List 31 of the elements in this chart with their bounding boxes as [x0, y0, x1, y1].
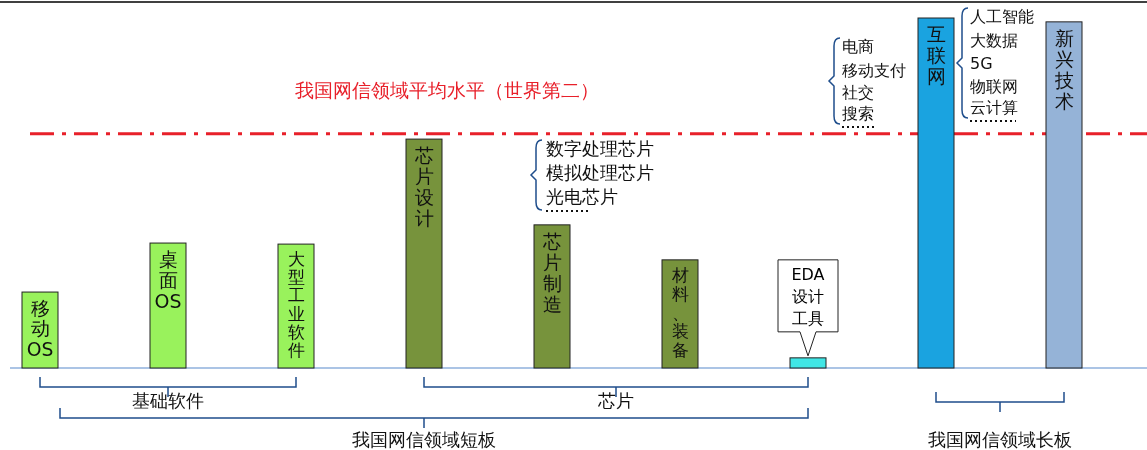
annotation: 云计算 [970, 98, 1018, 117]
x-tick-label: 芯片制造 [541, 229, 562, 315]
annotation: 移动支付 [842, 61, 906, 80]
ref-line-label: 我国网信领域平均水平（世界第二） [295, 78, 599, 101]
text: 我国网信领域长板 [928, 429, 1072, 450]
text: 基础软件 [132, 390, 204, 411]
bar [917, 17, 955, 369]
text: 我国网信领域短板 [352, 429, 496, 450]
x-tick-label: 材料、装备 [670, 264, 689, 361]
annotation: 光电芯片 [546, 186, 618, 207]
annotation: 5G [970, 54, 993, 73]
annotation: 电商 [842, 37, 874, 56]
annotation: 社交 [842, 83, 874, 102]
x-tick-label: 互联网 [926, 23, 946, 87]
annotation: 模拟处理芯片 [546, 162, 654, 183]
bar [533, 224, 571, 369]
annotation: 数字处理芯片 [546, 138, 654, 159]
text: 芯片 [597, 390, 634, 411]
x-tick-label: 移动OS [26, 297, 54, 361]
bar [405, 138, 443, 369]
annotation: 人工智能 [970, 7, 1034, 26]
x-tick-label: 桌面OS [154, 248, 182, 312]
annotation: 物联网 [970, 77, 1018, 96]
x-tick-label: 大型工业软件 [287, 248, 305, 361]
bar [149, 242, 187, 369]
annotation: 搜索 [842, 104, 874, 123]
bar [789, 357, 827, 369]
x-tick-label: EDA设计工具 [791, 264, 825, 328]
annotation: 大数据 [970, 31, 1018, 50]
x-tick-label: 新兴技术 [1053, 26, 1074, 112]
x-tick-label: 芯片设计 [413, 144, 434, 229]
